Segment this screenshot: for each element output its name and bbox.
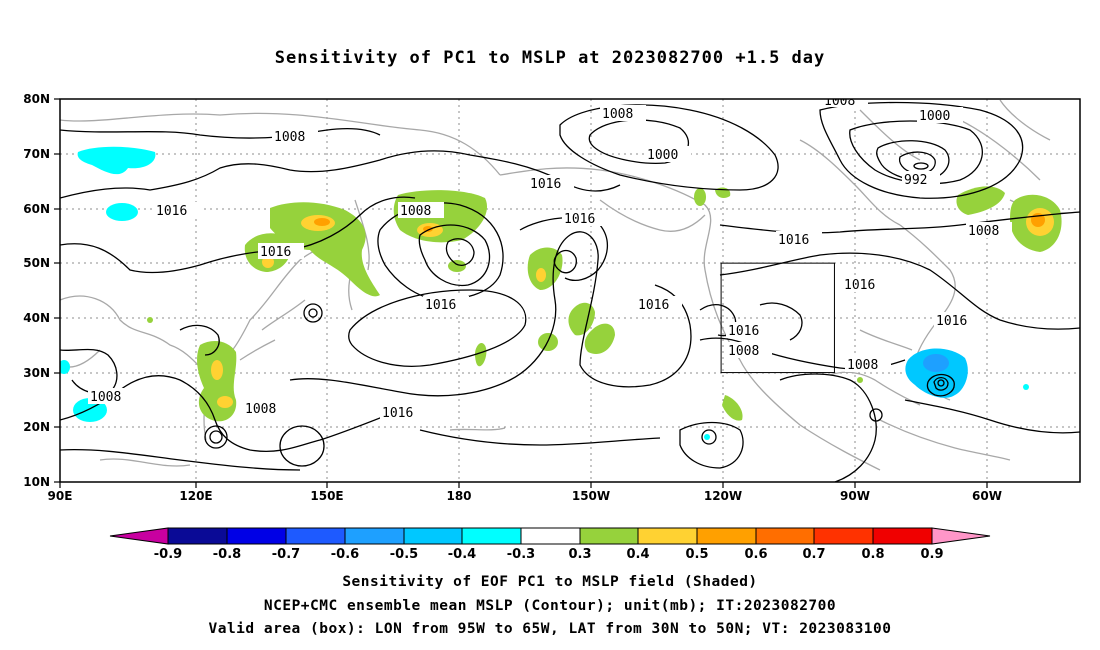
map-figure: 1008 1016 1016 1008 1016 1008 1000 1016 … bbox=[23, 92, 1081, 562]
colorbar-label: -0.5 bbox=[390, 547, 418, 562]
valid-area-box bbox=[720, 262, 835, 374]
colorbar-label: 0.3 bbox=[568, 547, 591, 562]
contour-label-1016: 1016 bbox=[564, 212, 595, 227]
colorbar-swatch bbox=[813, 527, 874, 545]
axis-ticks bbox=[54, 98, 988, 488]
colorbar-swatch bbox=[637, 527, 698, 545]
colorbar-swatch bbox=[461, 527, 522, 545]
caption-contours: NCEP+CMC ensemble mean MSLP (Contour); u… bbox=[263, 598, 837, 614]
colorbar-swatch bbox=[520, 527, 581, 545]
contour-labels: 1008 1016 1016 1008 1016 1008 1000 1016 … bbox=[88, 94, 1012, 421]
contour-label-1016: 1016 bbox=[844, 278, 875, 293]
contour-label-1008: 1008 bbox=[728, 344, 759, 359]
colorbar-label: -0.7 bbox=[272, 547, 300, 562]
lon-label: 150W bbox=[572, 489, 610, 503]
contour-label-1008: 1008 bbox=[824, 94, 855, 109]
lon-label: 120W bbox=[704, 489, 742, 503]
colorbar-swatch bbox=[872, 527, 933, 545]
contour-label-1016: 1016 bbox=[638, 298, 669, 313]
colorbar-swatch bbox=[696, 527, 757, 545]
colorbar-swatch bbox=[167, 527, 228, 545]
colorbar-label: 0.6 bbox=[744, 547, 767, 562]
contour-label-1008: 1008 bbox=[245, 402, 276, 417]
colorbar-label: 0.5 bbox=[685, 547, 708, 562]
colorbar-low-arrow bbox=[109, 527, 169, 545]
colorbar-label: -0.3 bbox=[507, 547, 535, 562]
lon-label: 150E bbox=[310, 489, 343, 503]
contour-label-1016: 1016 bbox=[728, 324, 759, 339]
caption-valid-area: Valid area (box): LON from 95W to 65W, L… bbox=[208, 621, 892, 637]
lat-label: 40N bbox=[23, 311, 50, 325]
lat-label: 80N bbox=[23, 92, 50, 106]
colorbar-swatch bbox=[755, 527, 815, 545]
contour-label-992: 992 bbox=[904, 173, 927, 188]
contour-label-1016: 1016 bbox=[530, 177, 561, 192]
contour-label-1016: 1016 bbox=[156, 204, 187, 219]
contour-label-1000: 1000 bbox=[647, 148, 678, 163]
plot-title: Sensitivity of PC1 to MSLP at 2023082700… bbox=[274, 48, 826, 68]
contour-label-1008: 1008 bbox=[400, 204, 431, 219]
lon-label: 90E bbox=[48, 489, 73, 503]
lat-label: 30N bbox=[23, 366, 50, 380]
colorbar: -0.9 -0.8 -0.7 -0.6 -0.5 -0.4 -0.3 0.3 0… bbox=[109, 527, 991, 562]
map-frame-background bbox=[60, 99, 1080, 482]
contour-label-1008: 1008 bbox=[274, 130, 305, 145]
colorbar-swatch bbox=[344, 527, 405, 545]
colorbar-swatch bbox=[285, 527, 346, 545]
lon-label: 120E bbox=[179, 489, 212, 503]
colorbar-label: -0.9 bbox=[154, 547, 182, 562]
lon-label: 60W bbox=[972, 489, 1002, 503]
contour-label-1016: 1016 bbox=[382, 406, 413, 421]
contour-label-1016: 1016 bbox=[260, 245, 291, 260]
colorbar-label: 0.4 bbox=[626, 547, 649, 562]
colorbar-label: 0.7 bbox=[802, 547, 825, 562]
colorbar-label: 0.9 bbox=[920, 547, 943, 562]
colorbar-label: -0.6 bbox=[331, 547, 359, 562]
lat-label: 60N bbox=[23, 202, 50, 216]
contour-label-1016: 1016 bbox=[936, 314, 967, 329]
lat-label: 20N bbox=[23, 420, 50, 434]
contour-label-1008: 1008 bbox=[90, 390, 121, 405]
colorbar-label: -0.4 bbox=[448, 547, 476, 562]
longitude-labels: 90E 120E 150E 180 150W 120W 90W 60W bbox=[48, 489, 1002, 503]
colorbar-swatch bbox=[579, 527, 639, 545]
lat-label: 10N bbox=[23, 475, 50, 489]
contour-label-1016: 1016 bbox=[778, 233, 809, 248]
lat-label: 70N bbox=[23, 147, 50, 161]
latitude-labels: 80N 70N 60N 50N 40N 30N 20N 10N bbox=[23, 92, 50, 489]
contour-label-1008: 1008 bbox=[847, 358, 878, 373]
caption-shading: Sensitivity of EOF PC1 to MSLP field (Sh… bbox=[342, 574, 758, 590]
lon-label: 180 bbox=[446, 489, 471, 503]
colorbar-high-arrow bbox=[931, 527, 991, 545]
contour-label-1008: 1008 bbox=[968, 224, 999, 239]
colorbar-swatch bbox=[226, 527, 287, 545]
colorbar-label: 0.8 bbox=[861, 547, 884, 562]
contour-label-1000: 1000 bbox=[919, 109, 950, 124]
colorbar-label: -0.8 bbox=[213, 547, 241, 562]
map-frame-border bbox=[59, 98, 1081, 483]
colorbar-swatch bbox=[403, 527, 463, 545]
lon-label: 90W bbox=[840, 489, 870, 503]
contour-label-1008: 1008 bbox=[602, 107, 633, 122]
contour-label-1016: 1016 bbox=[425, 298, 456, 313]
lat-label: 50N bbox=[23, 256, 50, 270]
